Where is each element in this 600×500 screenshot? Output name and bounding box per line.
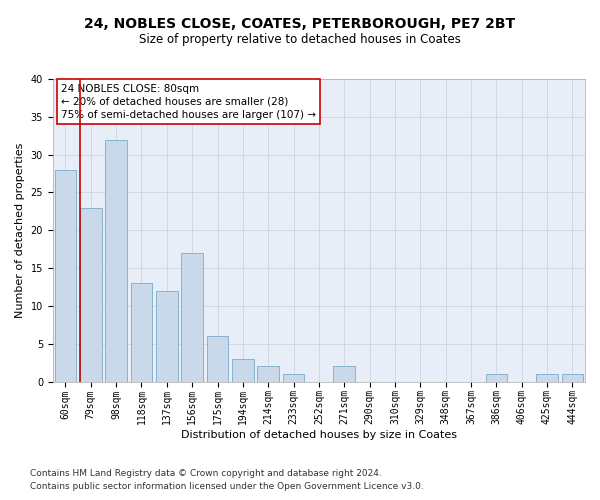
Bar [485, 374, 507, 382]
Bar [55, 170, 76, 382]
Bar [562, 374, 583, 382]
Bar [334, 366, 355, 382]
Bar [207, 336, 228, 382]
Text: Contains public sector information licensed under the Open Government Licence v3: Contains public sector information licen… [30, 482, 424, 491]
Bar [257, 366, 279, 382]
Text: 24, NOBLES CLOSE, COATES, PETERBOROUGH, PE7 2BT: 24, NOBLES CLOSE, COATES, PETERBOROUGH, … [85, 18, 515, 32]
Y-axis label: Number of detached properties: Number of detached properties [15, 142, 25, 318]
Text: Size of property relative to detached houses in Coates: Size of property relative to detached ho… [139, 32, 461, 46]
Bar [181, 253, 203, 382]
Bar [156, 291, 178, 382]
Bar [232, 359, 254, 382]
Bar [131, 283, 152, 382]
Bar [283, 374, 304, 382]
Text: Contains HM Land Registry data © Crown copyright and database right 2024.: Contains HM Land Registry data © Crown c… [30, 468, 382, 477]
Bar [536, 374, 558, 382]
Bar [80, 208, 101, 382]
Bar [106, 140, 127, 382]
Text: 24 NOBLES CLOSE: 80sqm
← 20% of detached houses are smaller (28)
75% of semi-det: 24 NOBLES CLOSE: 80sqm ← 20% of detached… [61, 84, 316, 120]
X-axis label: Distribution of detached houses by size in Coates: Distribution of detached houses by size … [181, 430, 457, 440]
